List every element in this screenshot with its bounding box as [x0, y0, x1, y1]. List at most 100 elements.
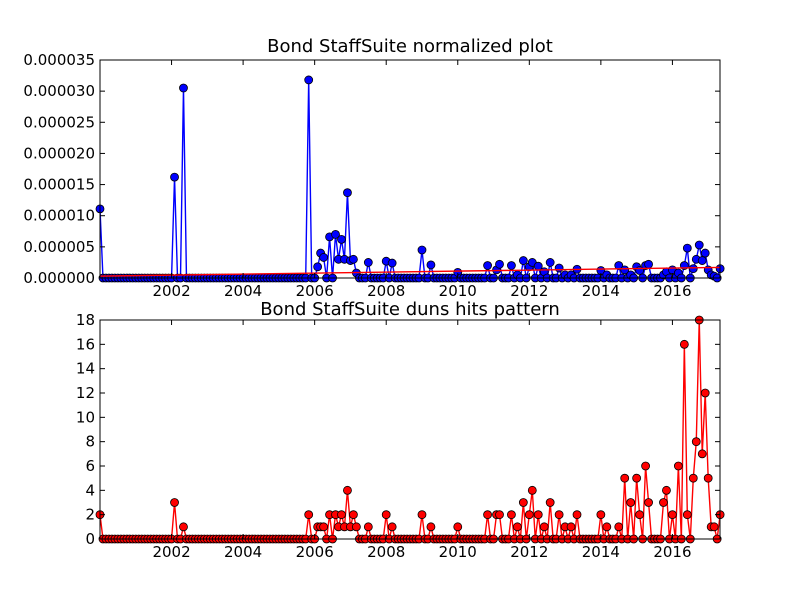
data-point	[363, 258, 373, 267]
data-point	[700, 248, 710, 258]
data-point	[179, 83, 188, 93]
data-point	[626, 498, 636, 507]
plot-frame	[99, 59, 721, 279]
data-point	[632, 473, 642, 483]
data-point	[483, 510, 492, 520]
data-point	[381, 510, 391, 520]
data-point	[349, 254, 358, 264]
x-tick-label: 2006	[296, 282, 334, 300]
data-point	[170, 172, 179, 182]
series-line	[99, 319, 721, 540]
x-tick-label: 2012	[510, 282, 548, 300]
data-point	[518, 256, 528, 265]
chart-title: Bond StaffSuite duns hits pattern	[260, 299, 560, 320]
series-line	[99, 79, 721, 281]
y-tick-label: 0.000010	[23, 207, 95, 225]
data-point	[343, 485, 352, 495]
y-tick-label: 0	[85, 530, 95, 548]
data-point	[703, 473, 713, 483]
data-point	[337, 234, 346, 244]
x-tick-label: 2016	[653, 543, 691, 561]
data-point	[709, 522, 719, 532]
y-tick-label: 14	[76, 360, 95, 378]
data-point	[596, 510, 606, 520]
y-tick-label: 10	[76, 408, 95, 426]
x-tick-label: 2002	[152, 282, 190, 300]
data-point	[602, 522, 612, 532]
data-point	[337, 510, 346, 520]
data-point	[495, 259, 504, 269]
data-point	[533, 510, 543, 520]
data-point	[662, 485, 671, 495]
trend-line	[99, 266, 721, 277]
data-point	[614, 522, 624, 532]
x-tick-label: 2010	[439, 543, 477, 561]
y-tick-label: 2	[85, 506, 95, 524]
data-point	[620, 265, 630, 275]
data-point	[620, 473, 630, 483]
x-tick-label: 2008	[367, 282, 405, 300]
data-point	[641, 461, 650, 471]
data-point	[351, 522, 361, 532]
y-tick-label: 0.000005	[23, 238, 95, 256]
x-tick-label: 2014	[582, 543, 620, 561]
data-point	[668, 510, 677, 520]
data-point	[387, 258, 397, 268]
data-point	[495, 510, 504, 520]
data-point	[170, 498, 179, 507]
x-tick-label: 2008	[367, 543, 405, 561]
y-tick-label: 0.000025	[23, 113, 95, 131]
data-point	[697, 256, 707, 265]
x-tick-label: 2012	[510, 543, 548, 561]
data-point	[331, 229, 340, 239]
data-point	[635, 510, 645, 520]
data-point	[673, 461, 683, 471]
x-tick-label: 2016	[653, 282, 691, 300]
data-point	[304, 510, 314, 520]
y-tick-label: 0.000035	[23, 51, 95, 69]
data-point	[507, 510, 516, 520]
data-point	[426, 260, 436, 270]
x-tick-label: 2006	[296, 543, 334, 561]
plot-frame	[99, 319, 721, 540]
data-point	[545, 498, 555, 507]
y-tick-label: 6	[85, 457, 95, 475]
duns-hits-plot-axes: 2002 2004 2006 2008 2010 2012 2014 2016 0 2 4 6 8 10 1…	[76, 311, 720, 561]
data-point	[682, 510, 692, 520]
data-point	[700, 388, 710, 398]
data-point	[545, 258, 555, 267]
data-point	[512, 522, 522, 532]
data-point	[614, 261, 624, 270]
data-point	[682, 243, 692, 253]
chart-title: Bond StaffSuite normalized plot	[267, 36, 553, 57]
data-point	[644, 498, 653, 507]
data-point	[363, 522, 373, 532]
normalized-plot: Bond StaffSuite normalized plot 2002 2004…	[23, 36, 725, 300]
data-point	[691, 437, 701, 447]
data-point	[453, 522, 463, 532]
data-point	[319, 522, 329, 532]
y-tick-label: 0.000000	[23, 269, 95, 287]
data-point	[566, 522, 576, 532]
x-tick-label: 2004	[224, 282, 262, 300]
y-tick-label: 12	[76, 384, 95, 402]
duns-hits-plot: Bond StaffSuite duns hits pattern 2002 20…	[76, 299, 725, 561]
data-point	[387, 522, 397, 532]
data-point	[554, 263, 564, 273]
y-tick-label: 0.000020	[23, 144, 95, 162]
x-tick-label: 2004	[224, 543, 262, 561]
data-point	[527, 485, 537, 495]
data-point	[507, 261, 516, 270]
data-point	[697, 449, 707, 459]
data-point	[688, 473, 698, 483]
x-tick-label: 2010	[439, 282, 477, 300]
normalized-plot-axes: 2002 2004 2006 2008 2010 2012 2014 2016 0.000000…	[23, 51, 720, 300]
data-point	[644, 259, 653, 269]
x-tick-label: 2002	[152, 543, 190, 561]
data-point	[319, 253, 329, 262]
data-point	[572, 510, 582, 520]
data-point	[343, 188, 352, 198]
data-point	[518, 498, 528, 507]
data-point	[483, 261, 492, 270]
